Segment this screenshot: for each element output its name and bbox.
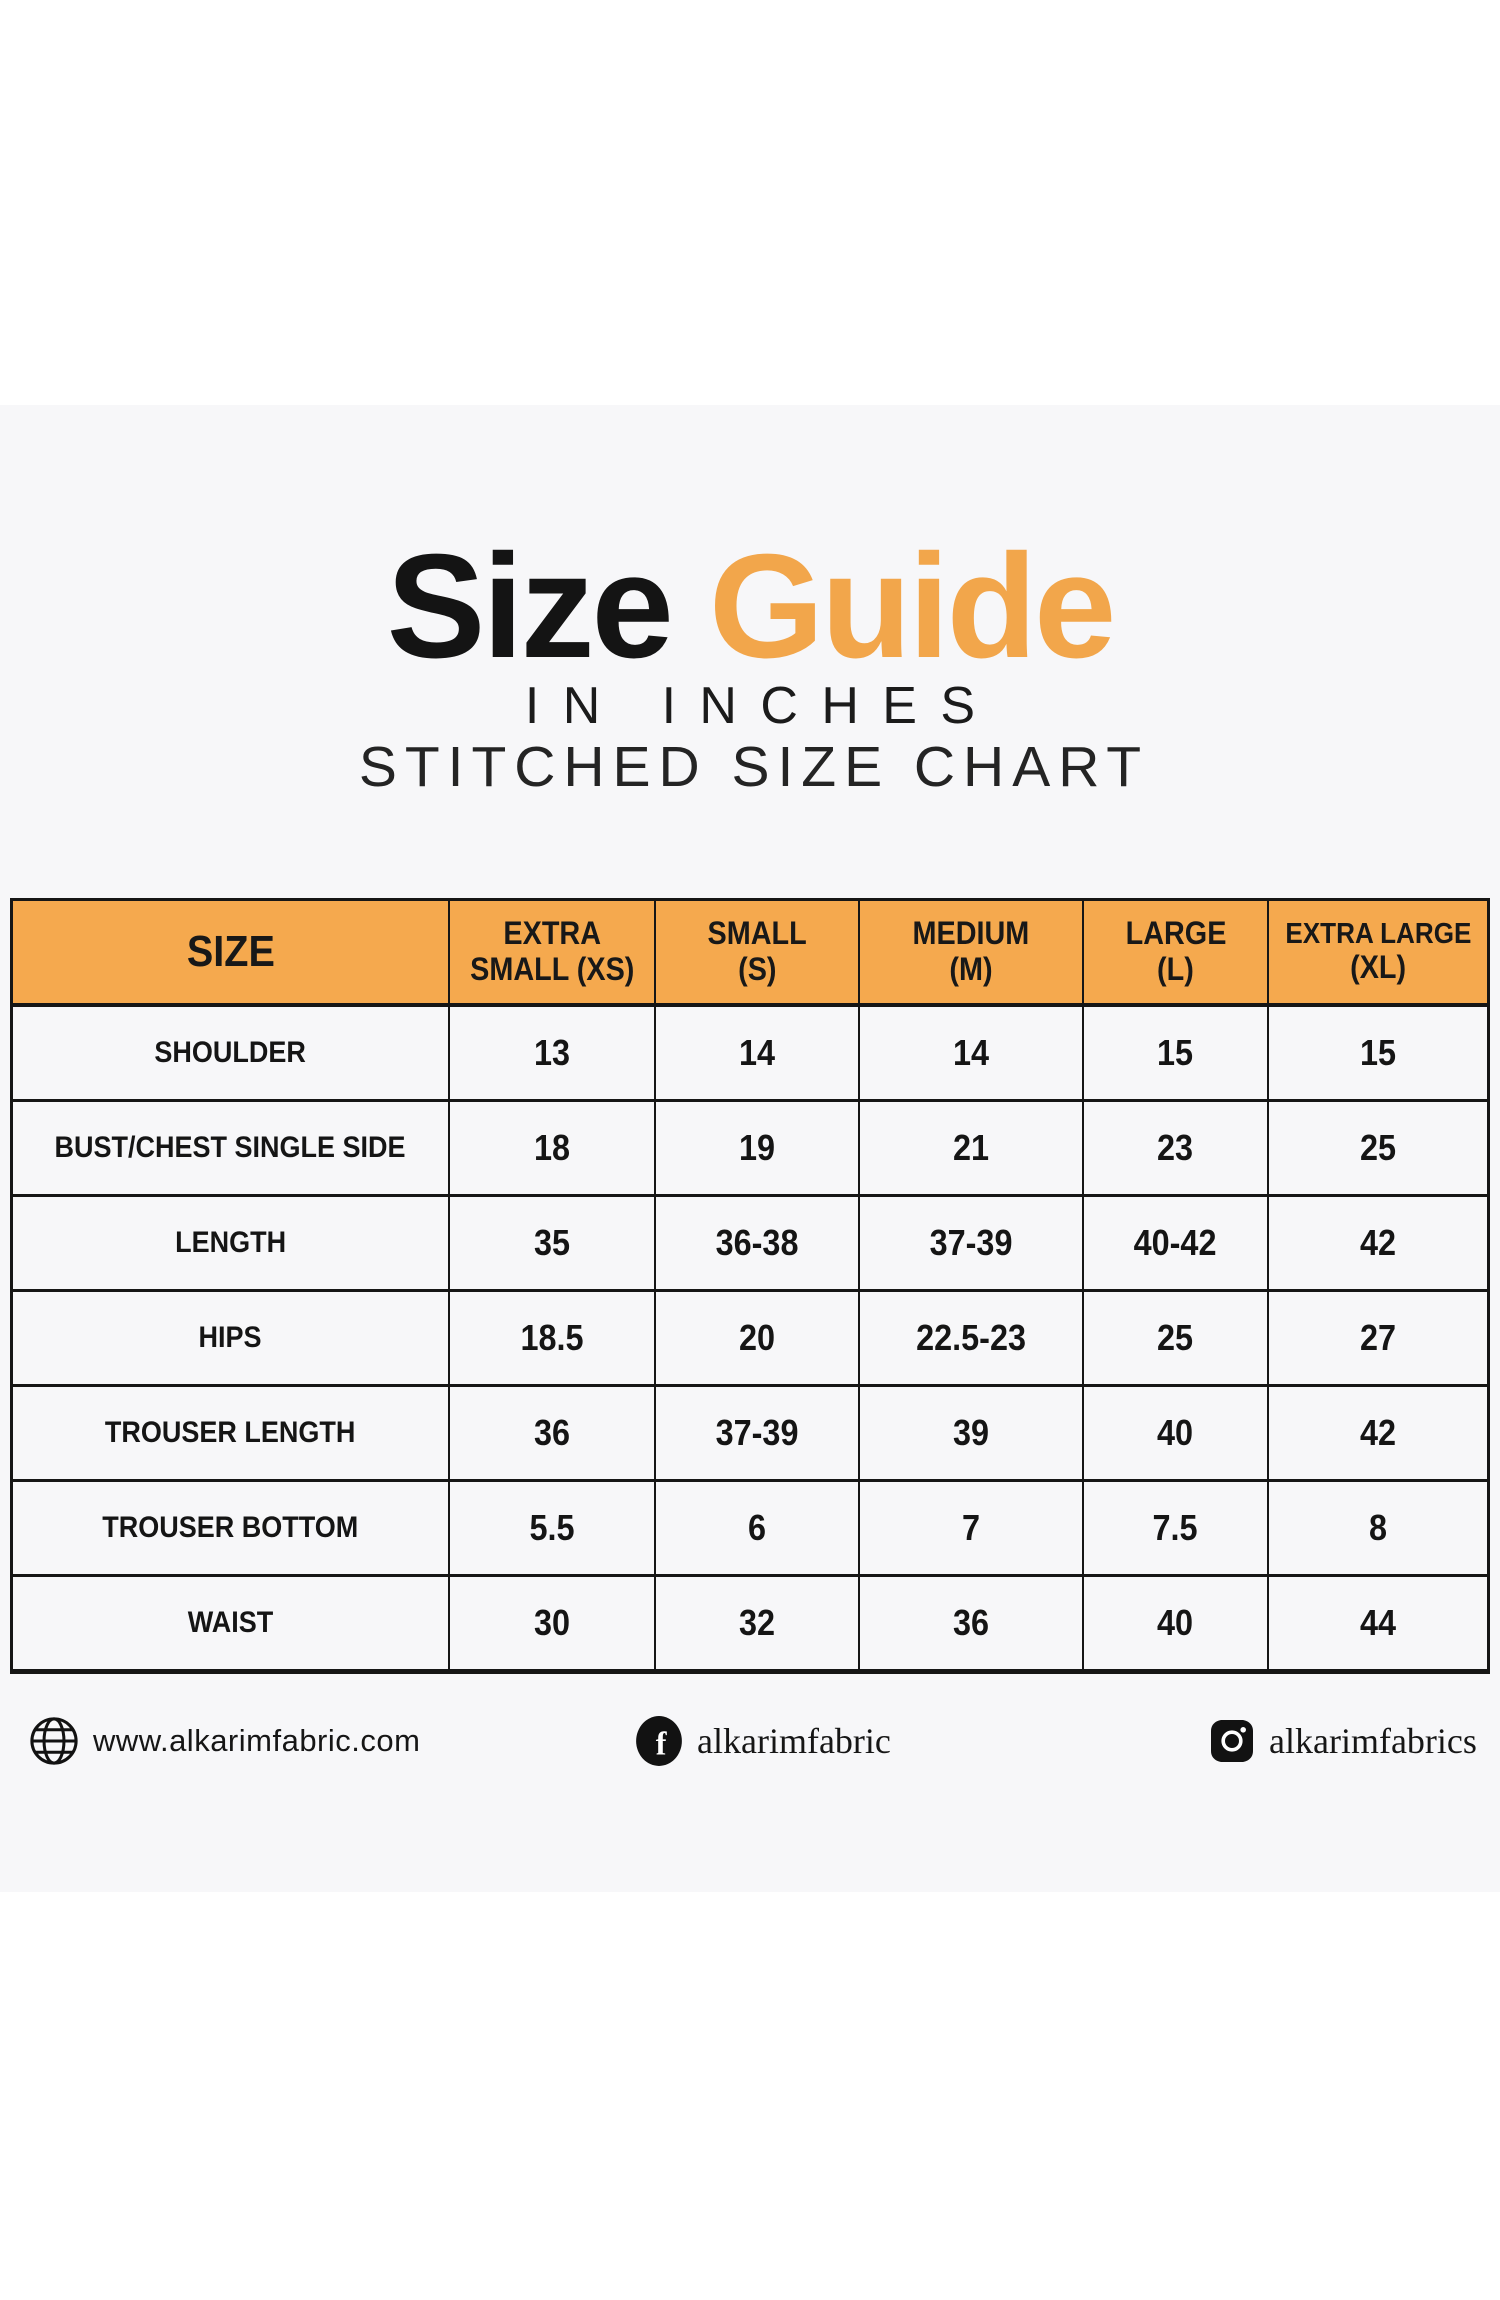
table-row-hips: HIPS 18.5 20 22.5-23 25 27 [13,1289,1487,1384]
table-row-length: LENGTH 35 36-38 37-39 40-42 42 [13,1194,1487,1289]
instagram-handle: alkarimfabrics [1269,1721,1477,1761]
table-row-trouser-length: TROUSER LENGTH 36 37-39 39 40 42 [13,1384,1487,1479]
size-value: 7.5 [1152,1507,1199,1548]
size-value: 37-39 [715,1412,799,1453]
size-value: 25 [1157,1317,1194,1358]
row-label: SHOULDER [154,1036,307,1069]
website-info: www.alkarimfabric.com [28,1712,420,1770]
size-value: 40 [1157,1412,1194,1453]
size-value: 44 [1360,1602,1397,1643]
table-row-bust-chest: BUST/CHEST SINGLE SIDE 18 19 21 23 25 [13,1099,1487,1194]
size-value: 36-38 [715,1222,799,1263]
title-word-guide: Guide [708,524,1116,689]
size-value: 37-39 [929,1222,1013,1263]
size-value: 5.5 [529,1507,575,1548]
title-word-size: Size [386,524,674,689]
size-value: 32 [738,1602,775,1643]
size-value: 39 [952,1412,989,1453]
size-value: 35 [533,1222,571,1263]
row-label: LENGTH [174,1226,286,1259]
size-value: 40 [1157,1602,1194,1643]
size-value: 18 [533,1127,571,1168]
column-header-xl: EXTRA LARGE (XL) [1267,901,1487,1003]
size-value: 15 [1360,1032,1397,1073]
size-value: 18.5 [520,1317,584,1358]
instagram-info: alkarimfabrics [1208,1712,1477,1770]
table-row-shoulder: SHOULDER 13 14 14 15 15 [13,1003,1487,1099]
size-value: 14 [952,1032,989,1073]
subtitle-in-inches: IN INCHES [524,677,999,735]
table-row-waist: WAIST 30 32 36 40 44 [13,1574,1487,1669]
page-title: Size Guide [0,533,1500,681]
row-label: HIPS [198,1321,262,1354]
size-value: 23 [1157,1127,1194,1168]
instagram-icon [1211,1720,1253,1762]
size-value: 36 [952,1602,989,1643]
size-value: 21 [952,1127,989,1168]
column-header-l: LARGE (L) [1081,901,1268,1003]
column-header-size: SIZE [186,927,275,976]
size-value: 14 [738,1032,775,1073]
row-label: TROUSER BOTTOM [102,1511,359,1544]
size-value: 22.5-23 [915,1317,1026,1358]
size-value: 42 [1360,1222,1397,1263]
gray-panel [0,405,1500,1892]
size-value: 6 [747,1507,766,1548]
svg-text:f: f [656,1726,668,1762]
column-header-m: MEDIUM (M) [857,901,1082,1003]
size-value: 19 [738,1127,775,1168]
facebook-info: f alkarimfabric [634,1712,891,1770]
column-header-xs: EXTRA SMALL (XS) [447,901,654,1003]
row-label: BUST/CHEST SINGLE SIDE [54,1131,406,1164]
globe-icon [30,1717,78,1765]
table-row-trouser-bottom: TROUSER BOTTOM 5.5 6 7 7.5 8 [13,1479,1487,1574]
size-value: 13 [533,1032,571,1073]
facebook-handle: alkarimfabric [697,1721,891,1761]
size-value: 42 [1360,1412,1397,1453]
column-header-s: SMALL (S) [654,901,857,1003]
size-value: 15 [1157,1032,1194,1073]
size-value: 27 [1360,1317,1397,1358]
row-label: WAIST [187,1606,274,1639]
size-value: 7 [961,1507,980,1548]
size-chart-table: SIZE EXTRA SMALL (XS) SMALL (S) MEDIUM (… [10,898,1490,1674]
size-value: 20 [738,1317,775,1358]
row-label: TROUSER LENGTH [105,1416,356,1449]
subtitle-stitched-size-chart: STITCHED SIZE CHART [358,735,1150,799]
size-value: 8 [1369,1507,1388,1548]
table-header-row: SIZE EXTRA SMALL (XS) SMALL (S) MEDIUM (… [13,901,1487,1003]
website-url: www.alkarimfabric.com [93,1723,421,1758]
size-value: 40-42 [1134,1222,1217,1263]
facebook-icon: f [636,1716,682,1766]
size-value: 30 [533,1602,571,1643]
size-value: 36 [533,1412,571,1453]
size-value: 25 [1360,1127,1397,1168]
